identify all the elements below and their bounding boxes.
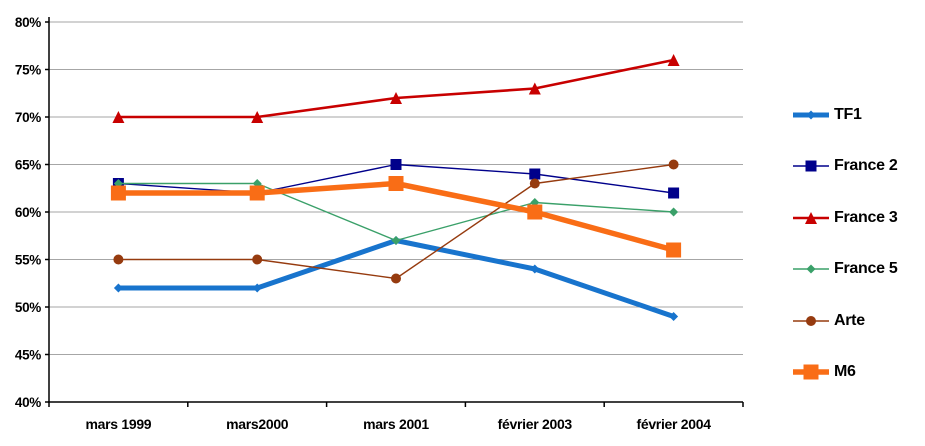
- data-point-marker: [668, 187, 680, 199]
- y-axis-label: 65%: [15, 158, 41, 173]
- y-axis-label: 50%: [15, 300, 41, 315]
- legend-line-sample: [793, 264, 829, 274]
- data-point-marker: [666, 242, 682, 258]
- legend-marker-icon: [806, 110, 816, 120]
- data-point-marker: [113, 254, 124, 265]
- data-point-marker: [529, 178, 540, 189]
- legend-line-sample: [793, 315, 829, 326]
- data-point-marker: [529, 168, 541, 180]
- y-axis-label: 80%: [15, 15, 41, 30]
- data-point-marker: [669, 207, 679, 217]
- data-point-marker: [391, 236, 401, 245]
- legend-line-sample: [793, 364, 829, 380]
- legend-line-sample: [793, 211, 829, 224]
- legend-item-france-3: France 3: [792, 206, 898, 230]
- y-axis-label: 70%: [15, 110, 41, 125]
- data-point-marker: [391, 273, 401, 284]
- chart-legend: TF1 France 2 France 3 France 5 Arte M6: [792, 103, 898, 384]
- data-point-marker: [113, 283, 123, 293]
- legend-item-france-2: France 2: [792, 154, 898, 178]
- y-axis-label: 45%: [15, 348, 41, 363]
- y-axis-label: 55%: [15, 253, 41, 268]
- data-point-marker: [252, 283, 262, 293]
- legend-label: France 2: [834, 157, 898, 175]
- data-point-marker: [390, 159, 402, 170]
- data-point-marker: [110, 185, 126, 201]
- x-axis-label: février 2003: [498, 416, 573, 432]
- data-point-marker: [528, 82, 541, 95]
- data-point-marker: [388, 176, 404, 191]
- x-axis-label: mars2000: [226, 416, 289, 432]
- y-axis-label: 75%: [15, 63, 41, 78]
- x-axis-label: mars 2001: [363, 416, 429, 432]
- legend-label: France 5: [834, 260, 898, 278]
- data-point-marker: [530, 264, 540, 274]
- data-point-marker: [252, 254, 263, 265]
- series-line: [117, 58, 675, 119]
- y-axis-label: 60%: [15, 205, 41, 220]
- legend-label: France 3: [834, 208, 898, 226]
- legend-item-tf1: TF1: [792, 103, 897, 127]
- legend-item-france-5: France 5: [792, 257, 898, 281]
- legend-marker-icon: [806, 315, 816, 326]
- legend-marker-icon: [805, 160, 817, 172]
- data-point-marker: [251, 111, 264, 123]
- x-axis-label: février 2004: [636, 416, 711, 432]
- data-point-marker: [390, 92, 402, 104]
- legend-label: Arte: [834, 311, 865, 329]
- legend-marker-icon: [806, 264, 816, 274]
- data-point-marker: [668, 159, 679, 170]
- series-m6: [110, 176, 682, 258]
- series-france-3: [112, 54, 680, 123]
- legend-label: TF1: [834, 106, 862, 123]
- data-point-marker: [527, 204, 543, 220]
- series-arte: [113, 159, 679, 284]
- data-point-marker: [249, 185, 265, 201]
- data-point-marker: [667, 54, 680, 66]
- legend-marker-icon: [805, 211, 817, 224]
- legend-line-sample: [793, 110, 829, 120]
- x-axis-label: mars 1999: [85, 416, 151, 432]
- legend-label: M6: [834, 362, 856, 380]
- data-point-marker: [669, 312, 679, 321]
- legend-item-m6: M6: [792, 360, 897, 384]
- legend-item-arte: Arte: [792, 309, 897, 333]
- data-point-marker: [112, 111, 125, 123]
- y-axis-label: 40%: [15, 395, 41, 410]
- legend-marker-icon: [803, 364, 819, 380]
- legend-line-sample: [793, 160, 829, 172]
